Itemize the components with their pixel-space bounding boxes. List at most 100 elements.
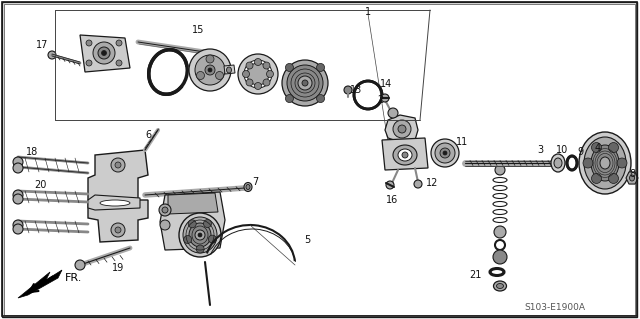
Ellipse shape <box>440 148 450 158</box>
Circle shape <box>184 235 192 243</box>
Circle shape <box>266 70 273 78</box>
Text: 16: 16 <box>386 195 398 205</box>
Circle shape <box>111 158 125 172</box>
Ellipse shape <box>600 157 610 169</box>
Polygon shape <box>88 150 148 242</box>
Circle shape <box>13 220 23 230</box>
Text: 20: 20 <box>34 180 46 190</box>
Circle shape <box>246 62 253 69</box>
Text: 2: 2 <box>377 95 383 105</box>
Polygon shape <box>80 35 130 72</box>
Polygon shape <box>88 195 140 210</box>
Text: 6: 6 <box>145 130 151 140</box>
Circle shape <box>285 63 294 71</box>
Circle shape <box>255 83 262 90</box>
Circle shape <box>243 70 250 78</box>
Ellipse shape <box>393 145 417 165</box>
Ellipse shape <box>398 149 412 161</box>
Ellipse shape <box>493 281 506 291</box>
Circle shape <box>111 223 125 237</box>
Text: 4: 4 <box>595 143 601 153</box>
Circle shape <box>617 158 627 168</box>
Ellipse shape <box>282 60 328 106</box>
Ellipse shape <box>630 175 634 181</box>
Circle shape <box>196 245 204 253</box>
Polygon shape <box>18 270 62 298</box>
Text: 1: 1 <box>365 7 371 17</box>
Ellipse shape <box>393 120 411 138</box>
Ellipse shape <box>302 80 308 86</box>
Text: 5: 5 <box>304 235 310 245</box>
Ellipse shape <box>402 152 408 158</box>
Circle shape <box>609 143 618 152</box>
Ellipse shape <box>554 158 562 168</box>
Circle shape <box>494 226 506 238</box>
Ellipse shape <box>246 184 250 189</box>
Ellipse shape <box>569 159 575 167</box>
Ellipse shape <box>431 139 459 167</box>
Ellipse shape <box>227 67 232 73</box>
Circle shape <box>13 194 23 204</box>
Circle shape <box>381 94 389 102</box>
Circle shape <box>285 94 294 102</box>
Ellipse shape <box>195 55 225 85</box>
Text: 17: 17 <box>36 40 48 50</box>
Text: 21: 21 <box>469 270 481 280</box>
Circle shape <box>86 60 92 66</box>
Ellipse shape <box>443 151 447 155</box>
Circle shape <box>13 190 23 200</box>
Ellipse shape <box>189 49 231 91</box>
Ellipse shape <box>238 54 278 94</box>
Text: 9: 9 <box>577 147 583 157</box>
Text: 18: 18 <box>26 147 38 157</box>
Ellipse shape <box>244 182 252 191</box>
Text: 14: 14 <box>380 79 392 89</box>
Ellipse shape <box>357 84 379 106</box>
Ellipse shape <box>591 145 619 181</box>
Ellipse shape <box>244 60 272 88</box>
Circle shape <box>493 250 507 264</box>
Text: 13: 13 <box>350 85 362 95</box>
Circle shape <box>208 68 212 72</box>
Circle shape <box>495 165 505 175</box>
Ellipse shape <box>183 217 217 253</box>
Ellipse shape <box>398 125 406 133</box>
Text: 8: 8 <box>629 169 635 179</box>
Text: S103-E1900A: S103-E1900A <box>525 302 586 311</box>
Circle shape <box>116 40 122 46</box>
Circle shape <box>386 181 394 189</box>
Circle shape <box>583 158 593 168</box>
Ellipse shape <box>287 65 323 101</box>
Circle shape <box>115 227 121 233</box>
Polygon shape <box>160 192 225 250</box>
Circle shape <box>48 51 56 59</box>
Circle shape <box>317 94 324 102</box>
Ellipse shape <box>154 55 182 89</box>
Circle shape <box>255 58 262 65</box>
Polygon shape <box>168 193 218 214</box>
Text: 7: 7 <box>252 177 258 187</box>
Circle shape <box>263 62 270 69</box>
Circle shape <box>414 180 422 188</box>
Ellipse shape <box>497 284 504 288</box>
Circle shape <box>216 71 223 79</box>
Ellipse shape <box>100 200 130 206</box>
Text: FR.: FR. <box>65 273 83 283</box>
Circle shape <box>13 157 23 167</box>
Ellipse shape <box>102 50 106 56</box>
Text: 11: 11 <box>456 137 468 147</box>
Ellipse shape <box>98 47 110 59</box>
Circle shape <box>75 260 85 270</box>
Text: 10: 10 <box>556 145 568 155</box>
Circle shape <box>204 219 211 227</box>
Circle shape <box>159 204 171 216</box>
Circle shape <box>196 71 204 79</box>
Circle shape <box>246 79 253 86</box>
Ellipse shape <box>579 132 631 194</box>
Ellipse shape <box>584 137 626 189</box>
Circle shape <box>209 235 216 243</box>
Circle shape <box>591 174 602 183</box>
Polygon shape <box>385 115 418 142</box>
Circle shape <box>13 163 23 173</box>
Polygon shape <box>626 172 638 184</box>
